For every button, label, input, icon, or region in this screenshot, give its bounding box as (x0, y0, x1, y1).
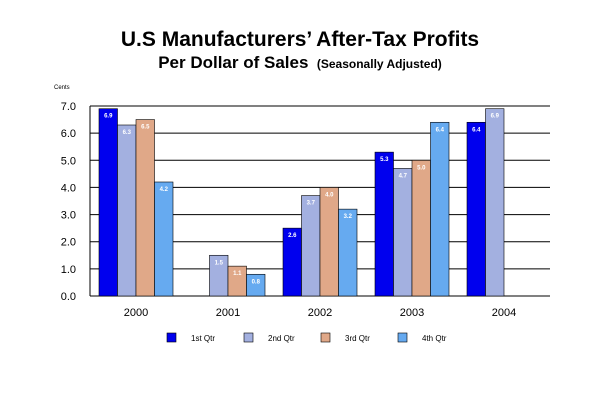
data-labels: 6.9 6.3 6.5 4.2 1.5 1.1 0.8 2.6 3.7 4.0 3.2 5.3 4.7 5… (104, 114, 500, 286)
bar-2000-1st-qtr (98, 108, 118, 297)
bars (98, 108, 505, 297)
y-tick-label: 6.0 (61, 128, 76, 140)
bar-2004-2nd-qtr (485, 108, 505, 297)
data-label: 1.5 (215, 260, 224, 266)
data-label: 3.7 (307, 201, 316, 207)
data-label: 3.2 (344, 214, 353, 220)
legend-swatch-4th-qtr (397, 332, 408, 343)
y-tick-label: 1.0 (61, 264, 76, 276)
y-tick-label: 0.0 (61, 291, 76, 303)
legend-swatch-3rd-qtr (320, 332, 331, 343)
x-tick-label: 2001 (216, 307, 240, 319)
bar-2002-4th-qtr (338, 208, 358, 297)
y-axis-ticks: 0.0 1.0 2.0 3.0 4.0 5.0 6.0 7.0 (61, 101, 76, 303)
y-tick-label: 5.0 (61, 155, 76, 167)
legend-label: 2nd Qtr (268, 334, 295, 343)
x-axis-ticks: 2000 2001 2002 2003 2004 (124, 307, 516, 319)
legend-swatch-1st-qtr (166, 332, 177, 343)
data-label: 6.9 (491, 114, 500, 120)
data-label: 5.3 (380, 157, 389, 163)
y-axis-label: Cents (54, 85, 70, 91)
legend-swatch-2nd-qtr (243, 332, 254, 343)
bar-2003-2nd-qtr (393, 168, 413, 297)
bar-2003-3rd-qtr (411, 159, 431, 297)
bar-2002-3rd-qtr (319, 187, 339, 297)
data-label: 6.3 (123, 130, 132, 136)
bar-2000-4th-qtr (154, 181, 174, 297)
data-label: 6.4 (436, 127, 445, 133)
bar-2000-3rd-qtr (135, 119, 155, 297)
legend: 1st Qtr 2nd Qtr 3rd Qtr 4th Qtr (166, 332, 447, 343)
x-tick-label: 2003 (400, 307, 424, 319)
data-label: 6.9 (104, 114, 113, 120)
bar-2003-4th-qtr (430, 121, 450, 297)
data-label: 4.2 (160, 187, 169, 193)
x-tick-label: 2004 (492, 307, 516, 319)
bar-2000-2nd-qtr (117, 124, 137, 297)
bar-2002-2nd-qtr (301, 195, 321, 297)
y-tick-label: 2.0 (61, 237, 76, 249)
data-label: 2.6 (288, 233, 297, 239)
data-label: 0.8 (252, 279, 261, 285)
legend-label: 4th Qtr (422, 334, 447, 343)
chart-subtitle-note: (Seasonally Adjusted) (317, 57, 442, 71)
bar-2003-1st-qtr (374, 151, 394, 297)
data-label: 6.4 (472, 127, 481, 133)
data-label: 4.7 (399, 173, 408, 179)
data-label: 1.1 (233, 271, 242, 277)
data-label: 5.0 (417, 165, 426, 171)
bar-2004-1st-qtr (466, 121, 486, 297)
y-tick-label: 4.0 (61, 182, 76, 194)
y-tick-label: 3.0 (61, 210, 76, 222)
legend-label: 1st Qtr (191, 334, 215, 343)
legend-label: 3rd Qtr (345, 334, 370, 343)
chart-subtitle-main: Per Dollar of Sales (158, 53, 308, 72)
chart-subtitle: Per Dollar of Sales (Seasonally Adjusted… (158, 53, 442, 72)
data-label: 6.5 (141, 125, 150, 131)
bar-2001-4th-qtr (246, 273, 266, 297)
chart-title: U.S Manufacturers’ After-Tax Profits (121, 28, 479, 51)
data-label: 4.0 (325, 192, 334, 198)
x-tick-label: 2002 (308, 307, 332, 319)
x-tick-label: 2000 (124, 307, 148, 319)
y-tick-label: 7.0 (61, 101, 76, 113)
